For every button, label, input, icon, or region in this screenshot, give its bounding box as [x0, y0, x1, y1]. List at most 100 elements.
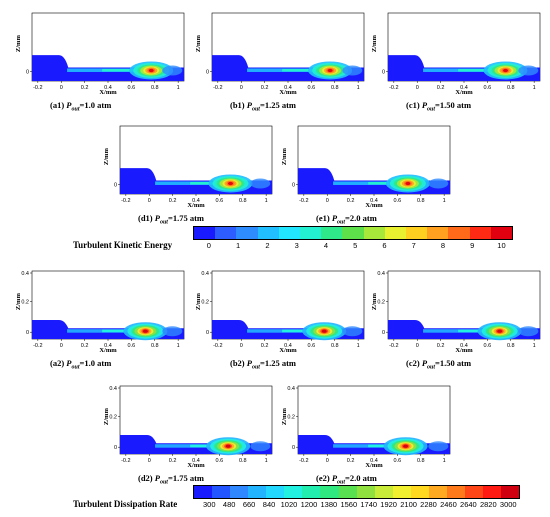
x-tick-label: 0.6: [308, 85, 316, 91]
colorbar-swatch: [501, 486, 520, 498]
hotspot-contour: [225, 444, 231, 448]
colorbar-swatch: [300, 227, 322, 239]
x-tick-label: 0.2: [347, 198, 355, 204]
hotspot-contour: [142, 329, 148, 333]
jet-core-inner: [458, 68, 500, 72]
z-tick-label: 0.4: [21, 271, 29, 277]
x-tick-label: 0.4: [192, 458, 200, 464]
colorbar-swatch: [490, 227, 513, 239]
tdr-tick-label: 1740: [360, 500, 378, 509]
x-tick-label: 0.4: [284, 85, 292, 91]
colorbar-swatch: [428, 486, 447, 498]
colorbar-swatch: [248, 486, 267, 498]
x-tick-label: 0: [416, 343, 419, 349]
tdr-tick-label: 2820: [479, 500, 497, 509]
z-tick-label: 0: [206, 69, 209, 75]
tdr-colorbar: [193, 485, 520, 499]
caption-label: (e1): [316, 213, 332, 223]
z-axis-label: Z/mm: [103, 408, 110, 426]
x-tick-label: 0: [60, 85, 63, 91]
x-axis-label: X/mm: [365, 462, 383, 469]
panel-caption-a2: (a2) Pout=1.0 atm: [50, 358, 111, 371]
z-axis-label: Z/mm: [195, 293, 202, 311]
z-axis-label: Z/mm: [371, 293, 378, 311]
x-axis-label: X/mm: [99, 347, 117, 354]
x-tick-label: 0.6: [128, 85, 136, 91]
panel-c2: -0.2 0 0.2 0.4 0.6 0.8 1 0 0.2 0.4 X/mm Z/mm (c2) Po…: [368, 263, 543, 371]
tdr-tick-label: 2280: [420, 500, 437, 509]
pressure-symbol: P: [246, 100, 252, 110]
z-tick-label: 0.2: [21, 300, 29, 306]
caption-value: =1.25 atm: [259, 358, 296, 368]
x-tick-label: 0.8: [417, 198, 425, 204]
tdr-tick-label: 1920: [380, 500, 397, 509]
outlet-plume: [342, 65, 363, 76]
x-tick-label: 1: [443, 198, 446, 204]
caption-label: (d2): [138, 473, 155, 483]
panel-caption-c2: (c2) Pout=1.50 atm: [406, 358, 471, 371]
panel-b2: -0.2 0 0.2 0.4 0.6 0.8 1 0 0.2 0.4 X/mm Z/mm (b2) Po…: [192, 263, 367, 371]
colorbar-swatch: [342, 227, 364, 239]
z-tick-label: 0: [114, 445, 117, 451]
outlet-plume: [162, 326, 183, 337]
contour-plot-a1: -0.2 0 0.2 0.4 0.6 0.8 1 0 X/mm Z/mm: [15, 12, 185, 96]
x-axis-label: X/mm: [187, 462, 205, 469]
z-tick-label: 0: [26, 330, 29, 336]
colorbar-swatch: [320, 486, 339, 498]
x-tick-label: -0.2: [389, 343, 398, 349]
contour-plot-e1: -0.2 0 0.2 0.4 0.6 0.8 1 0 X/mm Z/mm: [281, 125, 451, 209]
colorbar-swatch: [257, 227, 279, 239]
x-tick-label: 0: [326, 458, 329, 464]
tdr-tick-label: 3000: [499, 500, 517, 509]
z-tick-label: 0.4: [287, 386, 295, 392]
panel-caption-d1: (d1) Pout=1.75 atm: [138, 213, 204, 226]
x-tick-label: 0.4: [104, 343, 112, 349]
tdr-tick-label: 1380: [320, 500, 338, 509]
x-tick-label: 1: [443, 458, 446, 464]
contour-plot-a2: -0.2 0 0.2 0.4 0.6 0.8 100.20.4X/mmZ/mm: [15, 270, 185, 354]
x-tick-label: 0.8: [239, 198, 247, 204]
tdr-tick-label: 2460: [440, 500, 457, 509]
z-tick-label: 0: [292, 445, 295, 451]
pressure-symbol: P: [154, 213, 160, 223]
x-tick-label: 1: [357, 343, 360, 349]
caption-value: =2.0 atm: [345, 473, 377, 483]
caption-label: (b2): [230, 358, 247, 368]
colorbar-swatch: [236, 227, 258, 239]
tdr-tick-label: 300: [202, 500, 216, 509]
tke-tick-label: 3: [294, 241, 299, 250]
x-tick-label: 0.4: [284, 343, 292, 349]
pressure-symbol: P: [331, 213, 338, 223]
outlet-plume: [250, 178, 271, 189]
x-axis-label: X/mm: [455, 347, 473, 354]
tke-tick-label: 6: [382, 241, 387, 250]
panel-b1: -0.2 0 0.2 0.4 0.6 0.8 1 0 X/mm Z/mm (b1) Pout=1.2…: [192, 5, 367, 113]
tke-tick-label: 1: [236, 241, 241, 250]
tdr-tick-label: 2100: [400, 500, 417, 509]
x-tick-label: -0.2: [121, 198, 130, 204]
z-tick-label: 0.2: [109, 415, 117, 421]
x-tick-label: -0.2: [299, 458, 308, 464]
panel-d1: -0.2 0 0.2 0.4 0.6 0.8 1 0 X/mm Z/mm (d1) Pout=1.7…: [100, 118, 275, 226]
x-axis-label: X/mm: [455, 89, 473, 96]
z-tick-label: 0: [114, 182, 117, 188]
colorbar-swatch: [194, 486, 213, 498]
caption-label: (c2): [406, 358, 422, 368]
x-tick-label: 0.8: [507, 343, 515, 349]
tdr-tick-label: 840: [262, 500, 276, 509]
z-tick-label: 0: [26, 69, 29, 75]
colorbar-swatch: [384, 227, 407, 239]
x-tick-label: -0.2: [213, 343, 222, 349]
colorbar-swatch: [212, 486, 231, 498]
pressure-symbol: P: [421, 358, 428, 368]
z-tick-label: 0.2: [201, 300, 209, 306]
x-tick-label: 0: [240, 343, 243, 349]
pressure-subscript: out: [159, 479, 168, 486]
caption-label: (c1): [406, 100, 422, 110]
colorbar-swatch: [215, 227, 237, 239]
x-tick-label: 0.4: [460, 343, 468, 349]
colorbar-swatch: [363, 227, 385, 239]
x-tick-label: 0.2: [81, 343, 89, 349]
tke-tick-label: 10: [497, 241, 506, 250]
hotspot-contour: [148, 68, 154, 73]
